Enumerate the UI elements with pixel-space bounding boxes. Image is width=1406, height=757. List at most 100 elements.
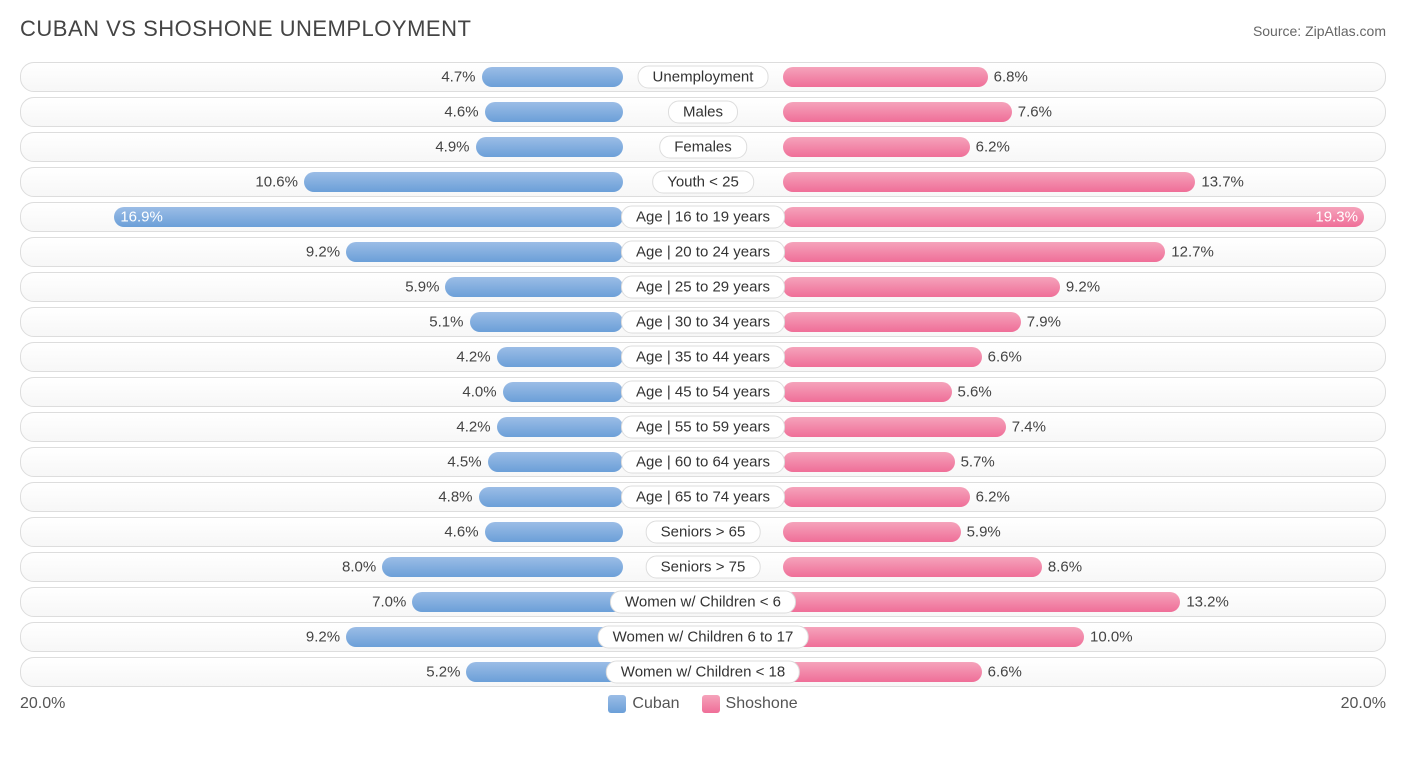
value-cuban: 5.2% [426, 664, 460, 681]
bar-cuban: 5.1% [470, 312, 624, 332]
bar-cuban: 16.9% [114, 207, 623, 227]
bar-shoshone: 6.6% [783, 347, 982, 367]
category-label: Females [659, 136, 747, 159]
category-label: Youth < 25 [652, 171, 754, 194]
row-right-half: 13.7% [703, 168, 1385, 196]
value-shoshone: 13.2% [1186, 594, 1229, 611]
row-right-half: 6.6% [703, 658, 1385, 686]
row-right-half: 9.2% [703, 273, 1385, 301]
legend-label-cuban: Cuban [632, 695, 679, 713]
row-left-half: 5.1% [21, 308, 703, 336]
value-shoshone: 8.6% [1048, 559, 1082, 576]
chart-row: 5.9% 9.2%Age | 25 to 29 years [20, 272, 1386, 302]
chart-row: 10.6% 13.7% Youth < 25 [20, 167, 1386, 197]
bar-cuban: 9.2% [346, 242, 623, 262]
value-shoshone: 6.6% [988, 664, 1022, 681]
value-shoshone: 5.9% [967, 524, 1001, 541]
row-left-half: 4.6% [21, 98, 703, 126]
row-right-half: 13.2% [703, 588, 1385, 616]
value-shoshone: 19.3% [1315, 209, 1358, 226]
bar-shoshone: 7.9% [783, 312, 1021, 332]
bar-cuban: 4.2% [497, 347, 623, 367]
row-left-half: 9.2% [21, 238, 703, 266]
bar-cuban: 4.9% [476, 137, 623, 157]
bar-shoshone: 7.6% [783, 102, 1012, 122]
value-cuban: 4.6% [444, 524, 478, 541]
category-label: Age | 55 to 59 years [621, 416, 785, 439]
row-left-half: 4.0% [21, 378, 703, 406]
category-label: Women w/ Children < 6 [610, 591, 796, 614]
row-left-half: 8.0% [21, 553, 703, 581]
bar-shoshone: 13.7% [783, 172, 1195, 192]
value-cuban: 4.2% [456, 419, 490, 436]
legend-item-shoshone: Shoshone [702, 695, 798, 713]
value-cuban: 4.0% [462, 384, 496, 401]
value-shoshone: 6.8% [994, 69, 1028, 86]
bar-shoshone: 6.2% [783, 487, 970, 507]
bar-cuban: 7.0% [412, 592, 623, 612]
row-left-half: 4.2% [21, 413, 703, 441]
chart-row: 4.6%5.9%Seniors > 65 [20, 517, 1386, 547]
chart-row: 16.9%19.3%Age | 16 to 19 years [20, 202, 1386, 232]
value-cuban: 9.2% [306, 629, 340, 646]
row-left-half: 4.8% [21, 483, 703, 511]
bar-shoshone: 5.7% [783, 452, 955, 472]
diverging-bar-chart: 4.7%6.8%Unemployment4.6%7.6%Males4.9%6.2… [20, 62, 1386, 687]
row-right-half: 5.7% [703, 448, 1385, 476]
chart-row: 7.0%13.2%Women w/ Children < 6 [20, 587, 1386, 617]
row-right-half: 5.6% [703, 378, 1385, 406]
legend-label-shoshone: Shoshone [726, 695, 798, 713]
value-shoshone: 7.4% [1012, 419, 1046, 436]
value-shoshone: 6.2% [976, 139, 1010, 156]
row-right-half: 6.2% [703, 483, 1385, 511]
row-right-half: 7.4% [703, 413, 1385, 441]
row-left-half: 4.2% [21, 343, 703, 371]
chart-source: Source: ZipAtlas.com [1253, 23, 1386, 39]
category-label: Unemployment [638, 66, 769, 89]
chart-row: 4.6%7.6%Males [20, 97, 1386, 127]
bar-shoshone: 13.2% [783, 592, 1180, 612]
row-left-half: 4.5% [21, 448, 703, 476]
bar-cuban: 4.8% [479, 487, 623, 507]
row-right-half: 8.6% [703, 553, 1385, 581]
value-cuban: 4.8% [438, 489, 472, 506]
category-label: Age | 25 to 29 years [621, 276, 785, 299]
axis-right-max: 20.0% [1341, 695, 1386, 713]
bar-cuban: 5.9% [445, 277, 623, 297]
bar-shoshone: 12.7% [783, 242, 1165, 262]
row-left-half: 16.9% [21, 203, 703, 231]
value-cuban: 8.0% [342, 559, 376, 576]
value-shoshone: 5.7% [961, 454, 995, 471]
row-right-half: 6.6% [703, 343, 1385, 371]
category-label: Women w/ Children 6 to 17 [598, 626, 809, 649]
bar-shoshone: 19.3% [783, 207, 1364, 227]
value-cuban: 10.6% [255, 174, 298, 191]
bar-cuban: 10.6% [304, 172, 623, 192]
value-cuban: 9.2% [306, 244, 340, 261]
legend-swatch-shoshone [702, 695, 720, 713]
row-right-half: 5.9% [703, 518, 1385, 546]
value-cuban: 5.1% [429, 314, 463, 331]
chart-row: 4.5%5.7%Age | 60 to 64 years [20, 447, 1386, 477]
value-cuban: 4.2% [456, 349, 490, 366]
bar-shoshone: 5.9% [783, 522, 961, 542]
row-left-half: 4.6% [21, 518, 703, 546]
category-label: Age | 60 to 64 years [621, 451, 785, 474]
bar-shoshone: 10.0% [783, 627, 1084, 647]
legend: Cuban Shoshone [608, 695, 797, 713]
row-right-half: 7.6% [703, 98, 1385, 126]
chart-row: 9.2% 10.0%Women w/ Children 6 to 17 [20, 622, 1386, 652]
chart-row: 4.7% 6.8% Unemployment [20, 62, 1386, 92]
value-cuban: 4.9% [435, 139, 469, 156]
chart-row: 4.2% 6.6%Age | 35 to 44 years [20, 342, 1386, 372]
chart-footer: 20.0% Cuban Shoshone 20.0% [20, 695, 1386, 713]
category-label: Age | 65 to 74 years [621, 486, 785, 509]
row-left-half: 4.9% [21, 133, 703, 161]
value-cuban: 4.7% [441, 69, 475, 86]
chart-row: 4.2% 7.4% Age | 55 to 59 years [20, 412, 1386, 442]
value-cuban: 7.0% [372, 594, 406, 611]
row-right-half: 12.7% [703, 238, 1385, 266]
row-left-half: 5.2% [21, 658, 703, 686]
bar-shoshone: 8.6% [783, 557, 1042, 577]
category-label: Age | 35 to 44 years [621, 346, 785, 369]
